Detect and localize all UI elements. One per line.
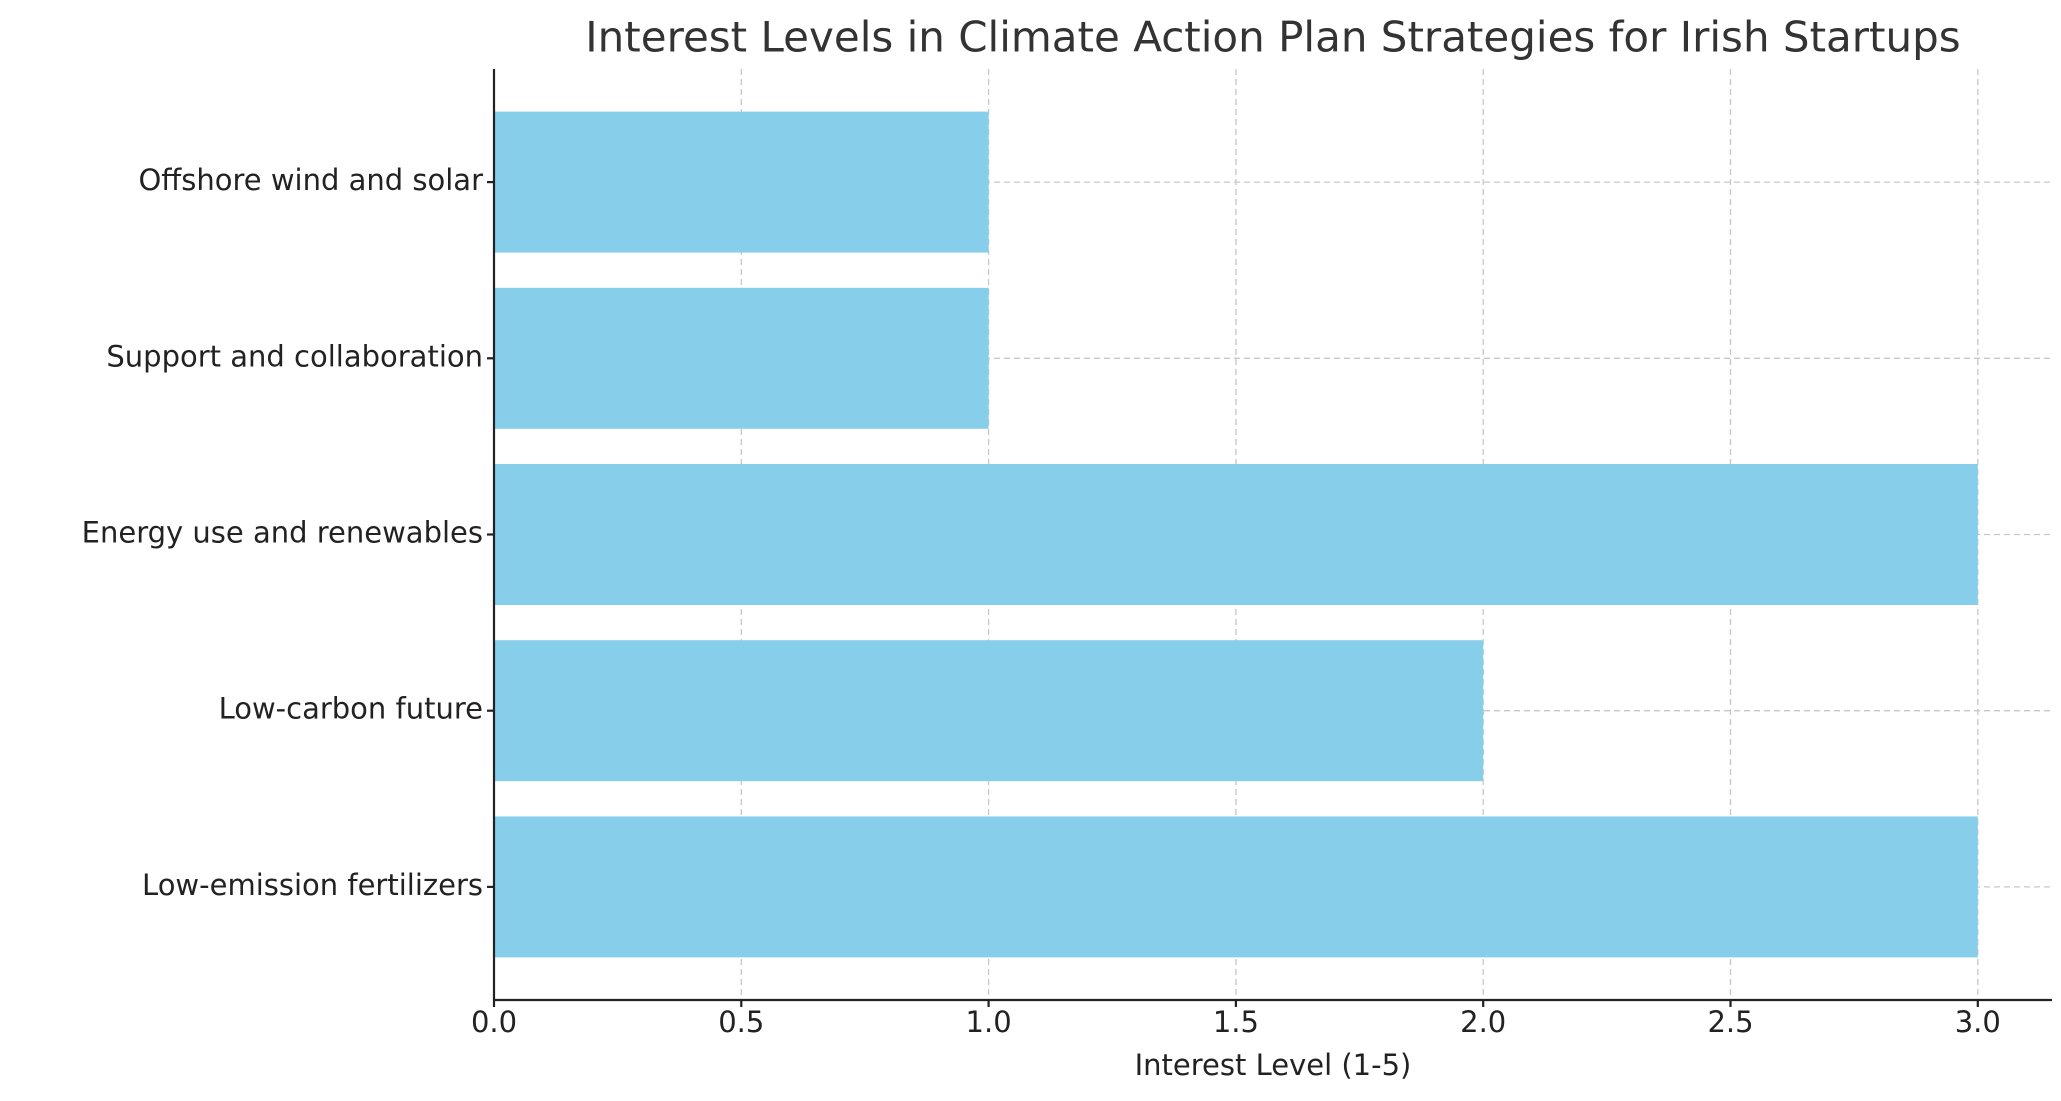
y-tick-label: Low-carbon future (219, 692, 483, 726)
bar (494, 111, 989, 253)
x-tick-label: 1.5 (1213, 1005, 1259, 1039)
bar (494, 640, 1484, 782)
chart-title: Interest Levels in Climate Action Plan S… (585, 13, 1960, 62)
y-tick-label: Low-emission fertilizers (142, 868, 483, 902)
x-tick-label: 2.0 (1460, 1005, 1506, 1039)
x-tick-label: 0.0 (471, 1005, 517, 1039)
y-tick-label: Energy use and renewables (82, 516, 483, 550)
x-axis-label: Interest Level (1-5) (1135, 1048, 1412, 1082)
x-tick-label: 0.5 (718, 1005, 764, 1039)
x-tick-label: 1.0 (966, 1005, 1012, 1039)
y-tick-label: Support and collaboration (106, 339, 483, 373)
y-tick-label: Offshore wind and solar (138, 163, 483, 197)
x-tick-label: 3.0 (1955, 1005, 2001, 1039)
bar (494, 464, 1978, 605)
bar (494, 287, 989, 429)
bar (494, 816, 1978, 958)
x-tick-label: 2.5 (1707, 1005, 1753, 1039)
